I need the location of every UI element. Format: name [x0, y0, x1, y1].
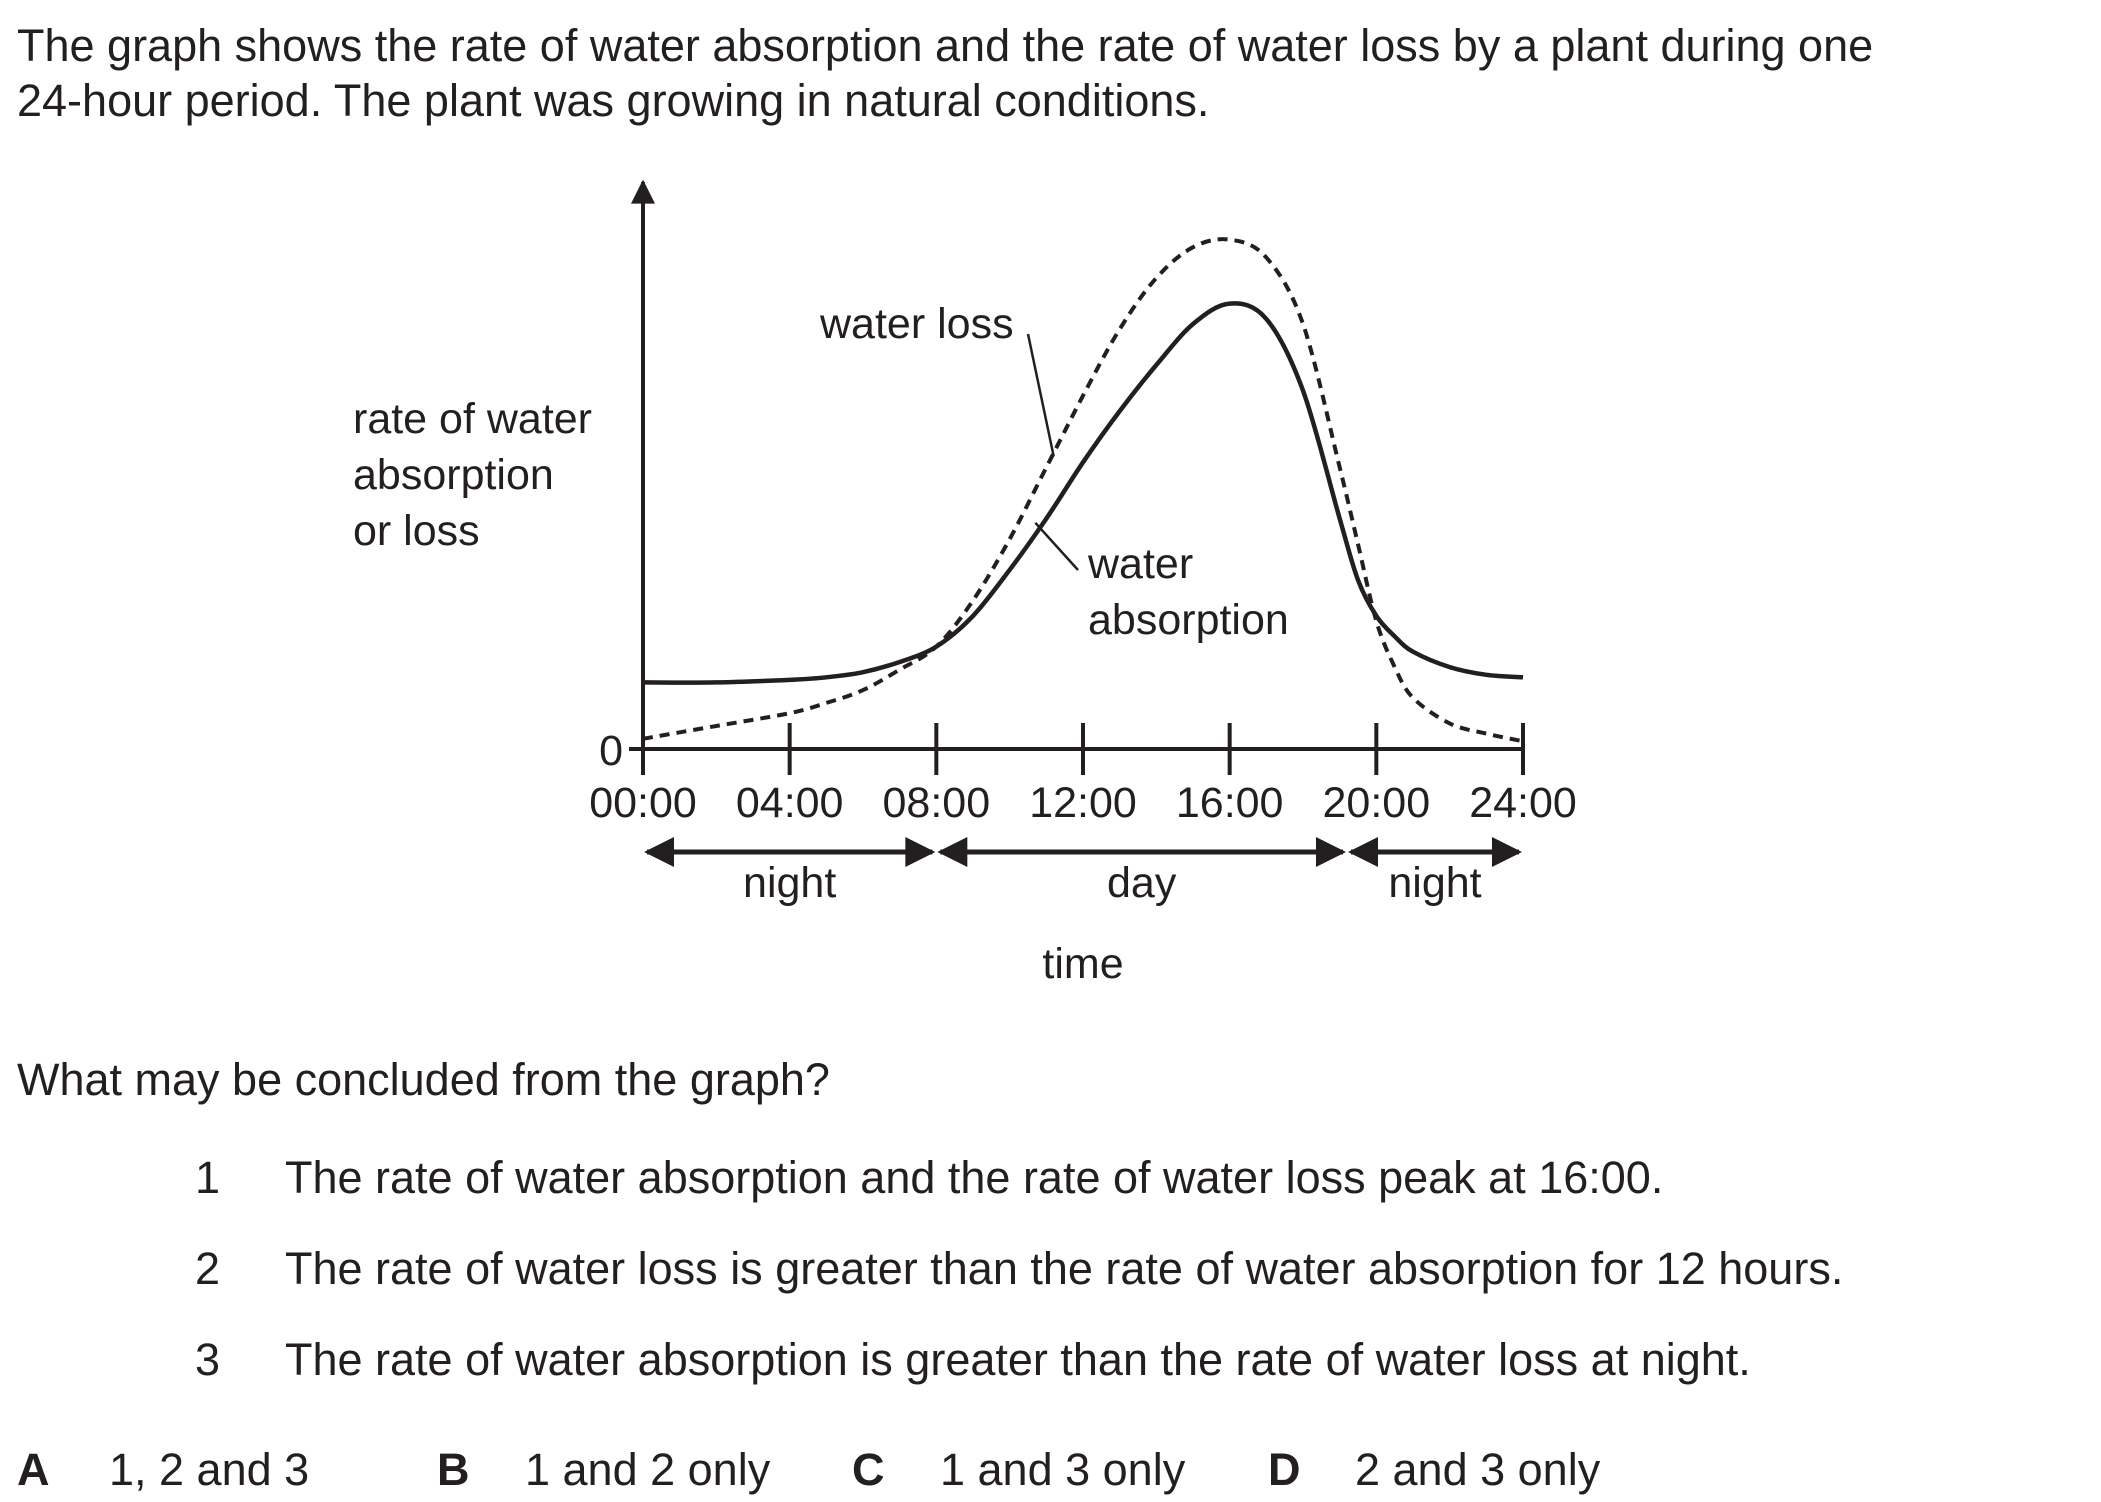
x-tick-label: 12:00 — [1029, 779, 1137, 827]
x-tick-label: 04:00 — [736, 779, 844, 827]
x-tick-label: 20:00 — [1323, 779, 1431, 827]
water-rate-chart: 000:00 04:00 08:00 12:00 16:00 20:00 24:00 rate… — [353, 179, 1577, 988]
statement-text: The rate of water loss is greater than t… — [285, 1243, 1844, 1294]
question-prompt: What may be concluded from the graph? — [17, 1054, 830, 1105]
period-label-day: day — [1107, 859, 1177, 907]
answer-options: A 1, 2 and 3 B 1 and 2 only C 1 and 3 on… — [0, 1442, 2101, 1502]
statement-2: 2 The rate of water loss is greater than… — [0, 1241, 2101, 1301]
water-absorption-label-line: water — [1087, 540, 1193, 588]
option-c[interactable]: C 1 and 3 only — [852, 1442, 1185, 1497]
y-axis-label-line: or loss — [353, 507, 480, 555]
chart-curves — [642, 237, 1524, 744]
option-b[interactable]: B 1 and 2 only — [437, 1442, 770, 1497]
period-label-night: night — [1388, 859, 1481, 907]
x-tick-label: 16:00 — [1176, 779, 1284, 827]
water-loss-series-line — [642, 237, 1524, 744]
option-text: 2 and 3 only — [1355, 1444, 1601, 1495]
option-text: 1 and 2 only — [525, 1444, 771, 1495]
statement-number: 1 — [195, 1152, 221, 1203]
y-axis-label-line: rate of water — [353, 395, 592, 443]
y-tick-label: 0 — [599, 727, 623, 775]
intro-line-2: 24-hour period. The plant was growing in… — [17, 75, 1210, 126]
intro-line-1: The graph shows the rate of water absorp… — [17, 20, 1874, 71]
x-tick-label: 00:00 — [589, 779, 697, 827]
x-tick-label: 08:00 — [883, 779, 991, 827]
option-text: 1, 2 and 3 — [109, 1444, 310, 1495]
question-intro: The graph shows the rate of water absorp… — [17, 18, 2077, 128]
x-axis-label: time — [1042, 940, 1123, 988]
chart-axes — [629, 179, 1525, 867]
option-letter: C — [852, 1444, 885, 1495]
x-tick-label: 24:00 — [1469, 779, 1577, 827]
option-letter: A — [17, 1444, 50, 1495]
option-d[interactable]: D 2 and 3 only — [1268, 1442, 1600, 1497]
option-text: 1 and 3 only — [940, 1444, 1186, 1495]
water-absorption-series-line — [642, 301, 1524, 685]
statement-number: 3 — [195, 1334, 221, 1385]
option-letter: B — [437, 1444, 470, 1495]
statement-1: 1 The rate of water absorption and the r… — [0, 1150, 2101, 1210]
statement-text: The rate of water absorption is greater … — [285, 1334, 1751, 1385]
statement-text: The rate of water absorption and the rat… — [285, 1152, 1664, 1203]
option-letter: D — [1268, 1444, 1301, 1495]
y-axis-label-line: absorption — [353, 451, 554, 499]
water-absorption-leader-line — [1034, 522, 1079, 571]
period-label-night: night — [743, 859, 836, 907]
water-loss-leader-line — [1026, 333, 1055, 457]
water-absorption-label-line: absorption — [1088, 596, 1289, 644]
chart-labels: 000:00 04:00 08:00 12:00 16:00 20:00 24:00 rate… — [353, 300, 1577, 988]
statement-number: 2 — [195, 1243, 221, 1294]
option-a[interactable]: A 1, 2 and 3 — [17, 1442, 309, 1497]
water-loss-label: water loss — [819, 300, 1014, 348]
statement-3: 3 The rate of water absorption is greate… — [0, 1332, 2101, 1392]
